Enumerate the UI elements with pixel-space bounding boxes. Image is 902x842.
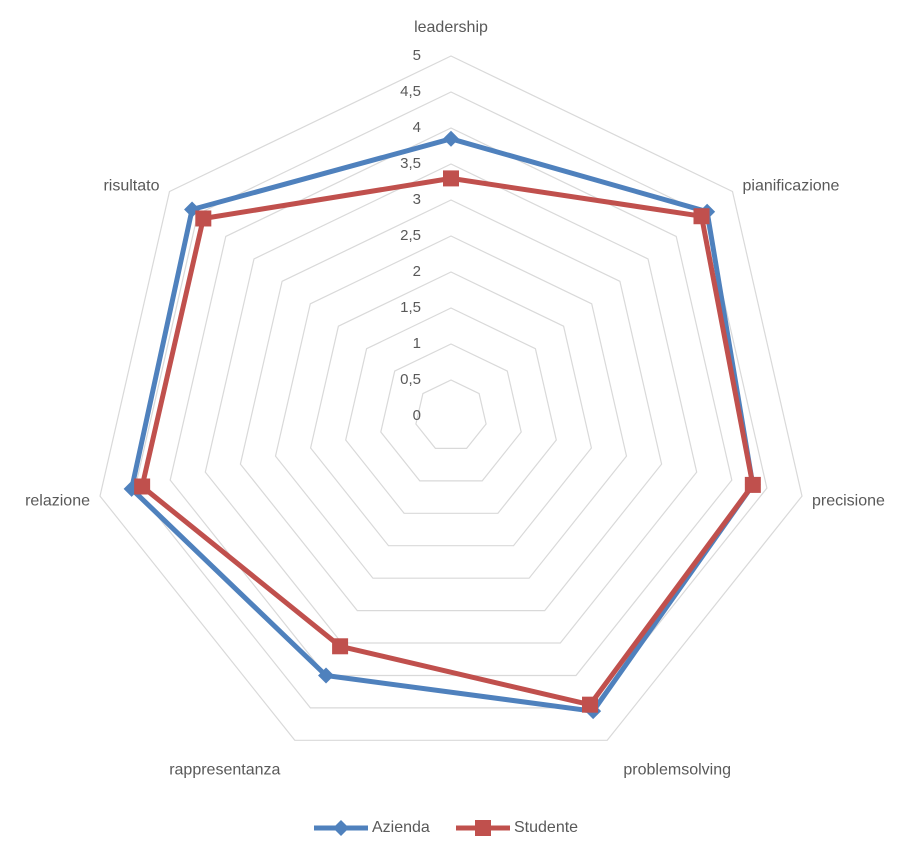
- grid-ring: [99, 55, 803, 741]
- category-label: precisione: [812, 492, 885, 509]
- tick-label: 0: [413, 407, 421, 424]
- series-line: [129, 136, 756, 714]
- data-point: [134, 478, 151, 495]
- radar-grid: [99, 55, 803, 741]
- data-point: [195, 210, 212, 227]
- data-point: [744, 476, 761, 493]
- category-label: pianificazione: [743, 178, 840, 195]
- category-label: risultato: [103, 178, 159, 195]
- grid-ring: [239, 199, 663, 612]
- series-line: [139, 175, 756, 708]
- tick-label: 4,5: [400, 83, 421, 100]
- tick-label: 3: [413, 191, 421, 208]
- grid-ring: [204, 163, 698, 644]
- tick-label: 2: [413, 263, 421, 280]
- legend-label: Studente: [514, 819, 578, 836]
- tick-label: 5: [413, 47, 421, 64]
- grid-ring: [380, 343, 522, 482]
- tick-label: 2,5: [400, 227, 421, 244]
- tick-label: 1: [413, 335, 421, 352]
- tick-label: 3,5: [400, 155, 421, 172]
- category-labels: leadership pianificazione precisione proble…: [25, 19, 885, 778]
- data-point: [443, 170, 459, 187]
- grid-ring: [345, 307, 557, 514]
- data-point: [443, 130, 459, 147]
- category-label: leadership: [414, 19, 488, 36]
- data-point: [693, 208, 710, 225]
- data-point: [582, 696, 599, 713]
- series-group: [123, 130, 761, 720]
- category-label: problemsolving: [623, 762, 731, 779]
- data-point: [318, 667, 335, 684]
- grid-ring: [415, 379, 487, 449]
- tick-label: 4: [413, 119, 421, 136]
- category-label: rappresentanza: [169, 762, 280, 779]
- grid-ring: [309, 271, 593, 547]
- legend-label: Azienda: [372, 819, 430, 836]
- data-point: [332, 638, 349, 655]
- tick-label: 1,5: [400, 299, 421, 316]
- legend-marker: [333, 820, 349, 836]
- tick-label: 0,5: [400, 371, 421, 388]
- category-label: relazione: [25, 492, 90, 509]
- grid-ring: [169, 127, 733, 677]
- legend-marker: [475, 820, 491, 836]
- legend: Azienda Studente: [314, 819, 578, 836]
- grid-ring: [274, 235, 628, 579]
- radial-tick-labels: 0 0,5 1 1,5 2 2,5 3 3,5 4 4,5 5: [400, 47, 421, 424]
